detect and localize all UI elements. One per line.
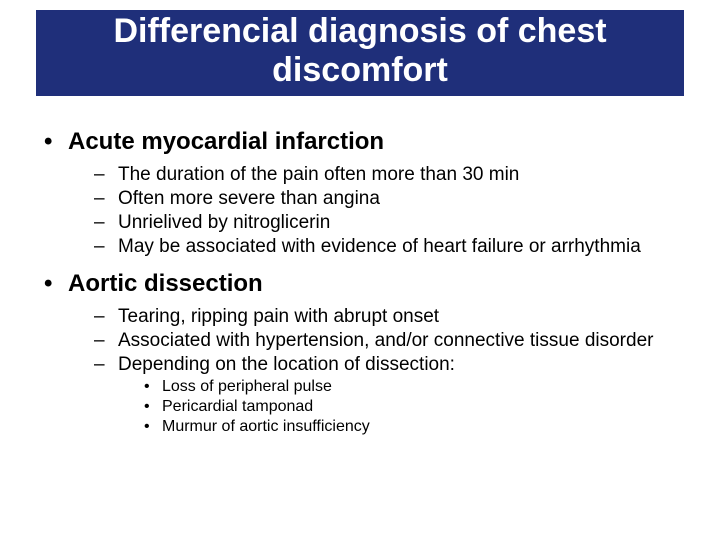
bullet-level-1: Unrielived by nitroglicerin	[40, 212, 680, 234]
bullet-level-1: Often more severe than angina	[40, 188, 680, 210]
bullet-level-1: Tearing, ripping pain with abrupt onset	[40, 306, 680, 328]
bullet-level-0: Acute myocardial infarction	[40, 128, 680, 156]
bullet-level-2: Pericardial tamponad	[40, 398, 680, 416]
bullet-level-1: Associated with hypertension, and/or con…	[40, 330, 680, 352]
bullet-level-0: Aortic dissection	[40, 270, 680, 298]
bullet-level-1: May be associated with evidence of heart…	[40, 236, 680, 258]
bullet-level-1: Depending on the location of dissection:	[40, 354, 680, 376]
slide-title-box: Differencial diagnosis of chest discomfo…	[36, 10, 684, 96]
bullet-level-2: Loss of peripheral pulse	[40, 378, 680, 396]
slide-body: Acute myocardial infarction The duration…	[40, 128, 680, 438]
slide-title: Differencial diagnosis of chest discomfo…	[44, 12, 676, 90]
bullet-level-2: Murmur of aortic insufficiency	[40, 418, 680, 436]
bullet-level-1: The duration of the pain often more than…	[40, 164, 680, 186]
